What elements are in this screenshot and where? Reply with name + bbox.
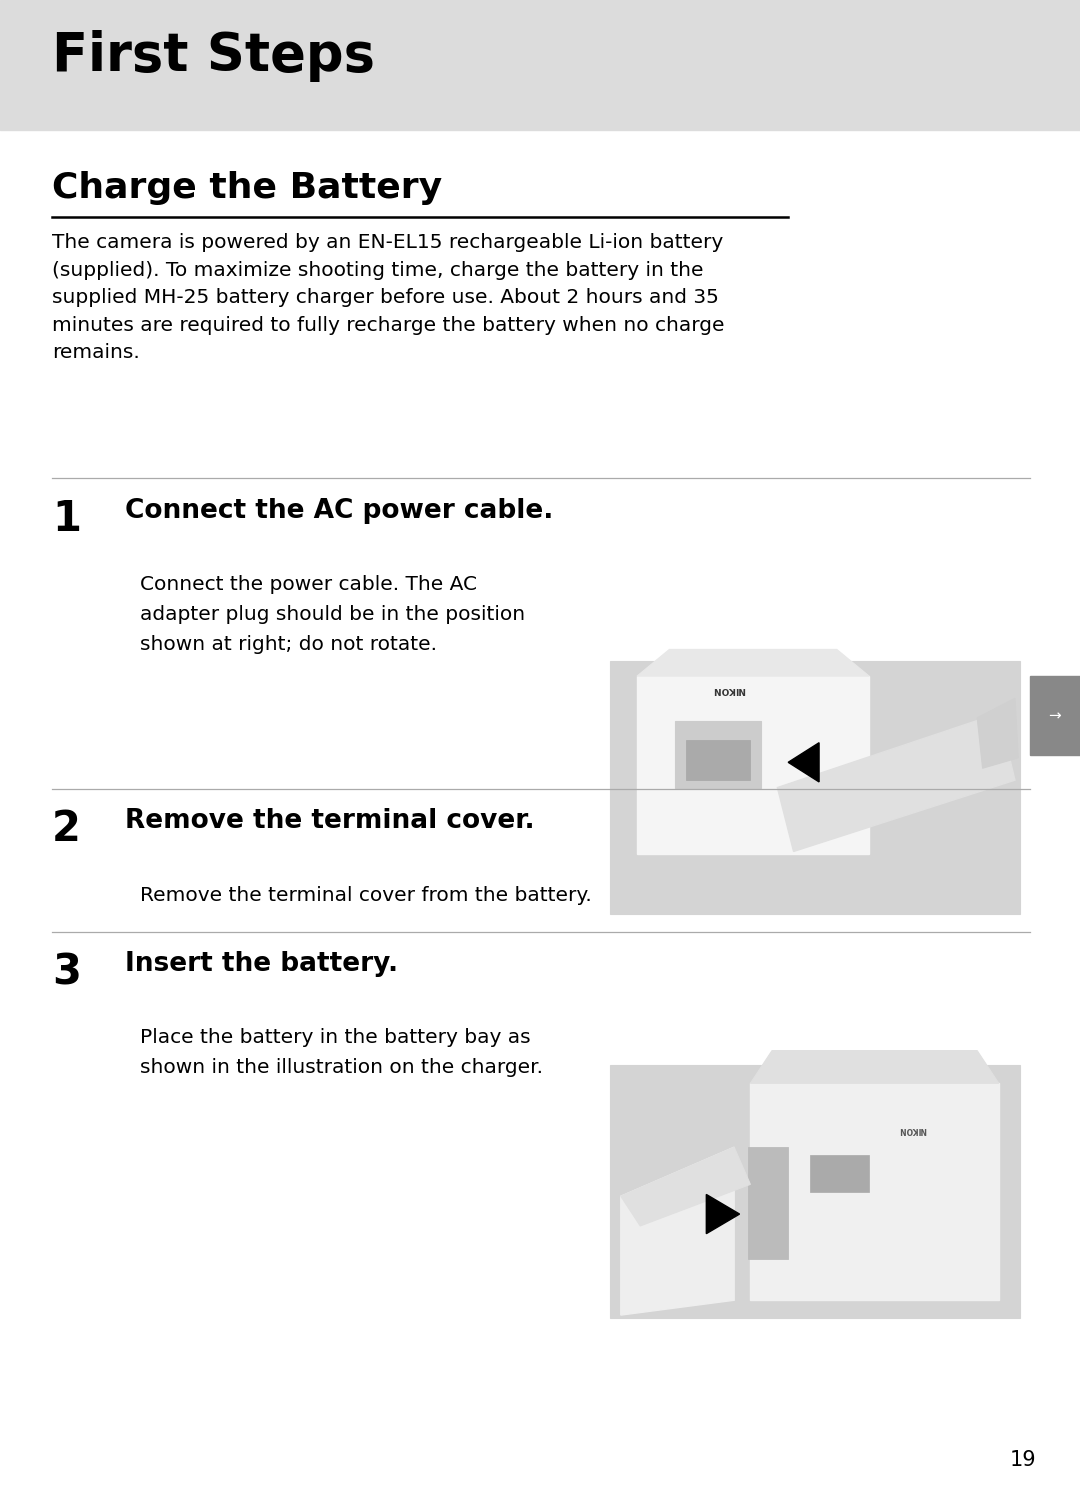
Text: Remove the terminal cover from the battery.: Remove the terminal cover from the batte…: [140, 886, 592, 905]
Bar: [610, 661, 1020, 914]
Text: (supplied). To maximize shooting time, charge the battery in the: (supplied). To maximize shooting time, c…: [52, 260, 703, 279]
Polygon shape: [788, 743, 819, 782]
Text: 3: 3: [52, 951, 81, 993]
Polygon shape: [748, 1147, 788, 1259]
Text: The camera is powered by an EN-EL15 rechargeable Li-ion battery: The camera is powered by an EN-EL15 rech…: [52, 233, 724, 253]
Polygon shape: [686, 740, 751, 780]
Text: NIKON: NIKON: [899, 1125, 927, 1134]
Polygon shape: [778, 713, 1015, 851]
Text: NIKON: NIKON: [713, 685, 745, 694]
Text: Connect the power cable. The AC: Connect the power cable. The AC: [140, 575, 477, 594]
Polygon shape: [621, 1147, 751, 1226]
Text: First Steps: First Steps: [52, 30, 375, 82]
Text: minutes are required to fully recharge the battery when no charge: minutes are required to fully recharge t…: [52, 317, 725, 334]
Text: shown at right; do not rotate.: shown at right; do not rotate.: [140, 635, 437, 654]
Polygon shape: [751, 1083, 999, 1300]
Text: Connect the AC power cable.: Connect the AC power cable.: [125, 498, 553, 523]
Text: Charge the Battery: Charge the Battery: [52, 171, 442, 205]
Polygon shape: [751, 1051, 999, 1083]
Text: adapter plug should be in the position: adapter plug should be in the position: [140, 605, 525, 624]
Bar: [0, 0, 1080, 129]
Polygon shape: [675, 721, 761, 788]
Text: 19: 19: [1010, 1450, 1037, 1470]
Text: 2: 2: [52, 808, 81, 850]
Polygon shape: [706, 1195, 740, 1233]
Text: remains.: remains.: [52, 343, 139, 363]
Polygon shape: [810, 1155, 869, 1192]
Polygon shape: [637, 649, 869, 676]
Text: →: →: [1049, 707, 1062, 724]
Polygon shape: [637, 676, 869, 854]
Text: Remove the terminal cover.: Remove the terminal cover.: [125, 808, 535, 834]
Text: supplied MH-25 battery charger before use. About 2 hours and 35: supplied MH-25 battery charger before us…: [52, 288, 719, 308]
Polygon shape: [621, 1147, 734, 1315]
Bar: [1030, 676, 1080, 755]
Polygon shape: [977, 698, 1018, 768]
Text: Insert the battery.: Insert the battery.: [125, 951, 399, 976]
Text: Place the battery in the battery bay as: Place the battery in the battery bay as: [140, 1028, 530, 1048]
Text: shown in the illustration on the charger.: shown in the illustration on the charger…: [140, 1058, 543, 1077]
Bar: [610, 1065, 1020, 1318]
Text: 1: 1: [52, 498, 81, 539]
